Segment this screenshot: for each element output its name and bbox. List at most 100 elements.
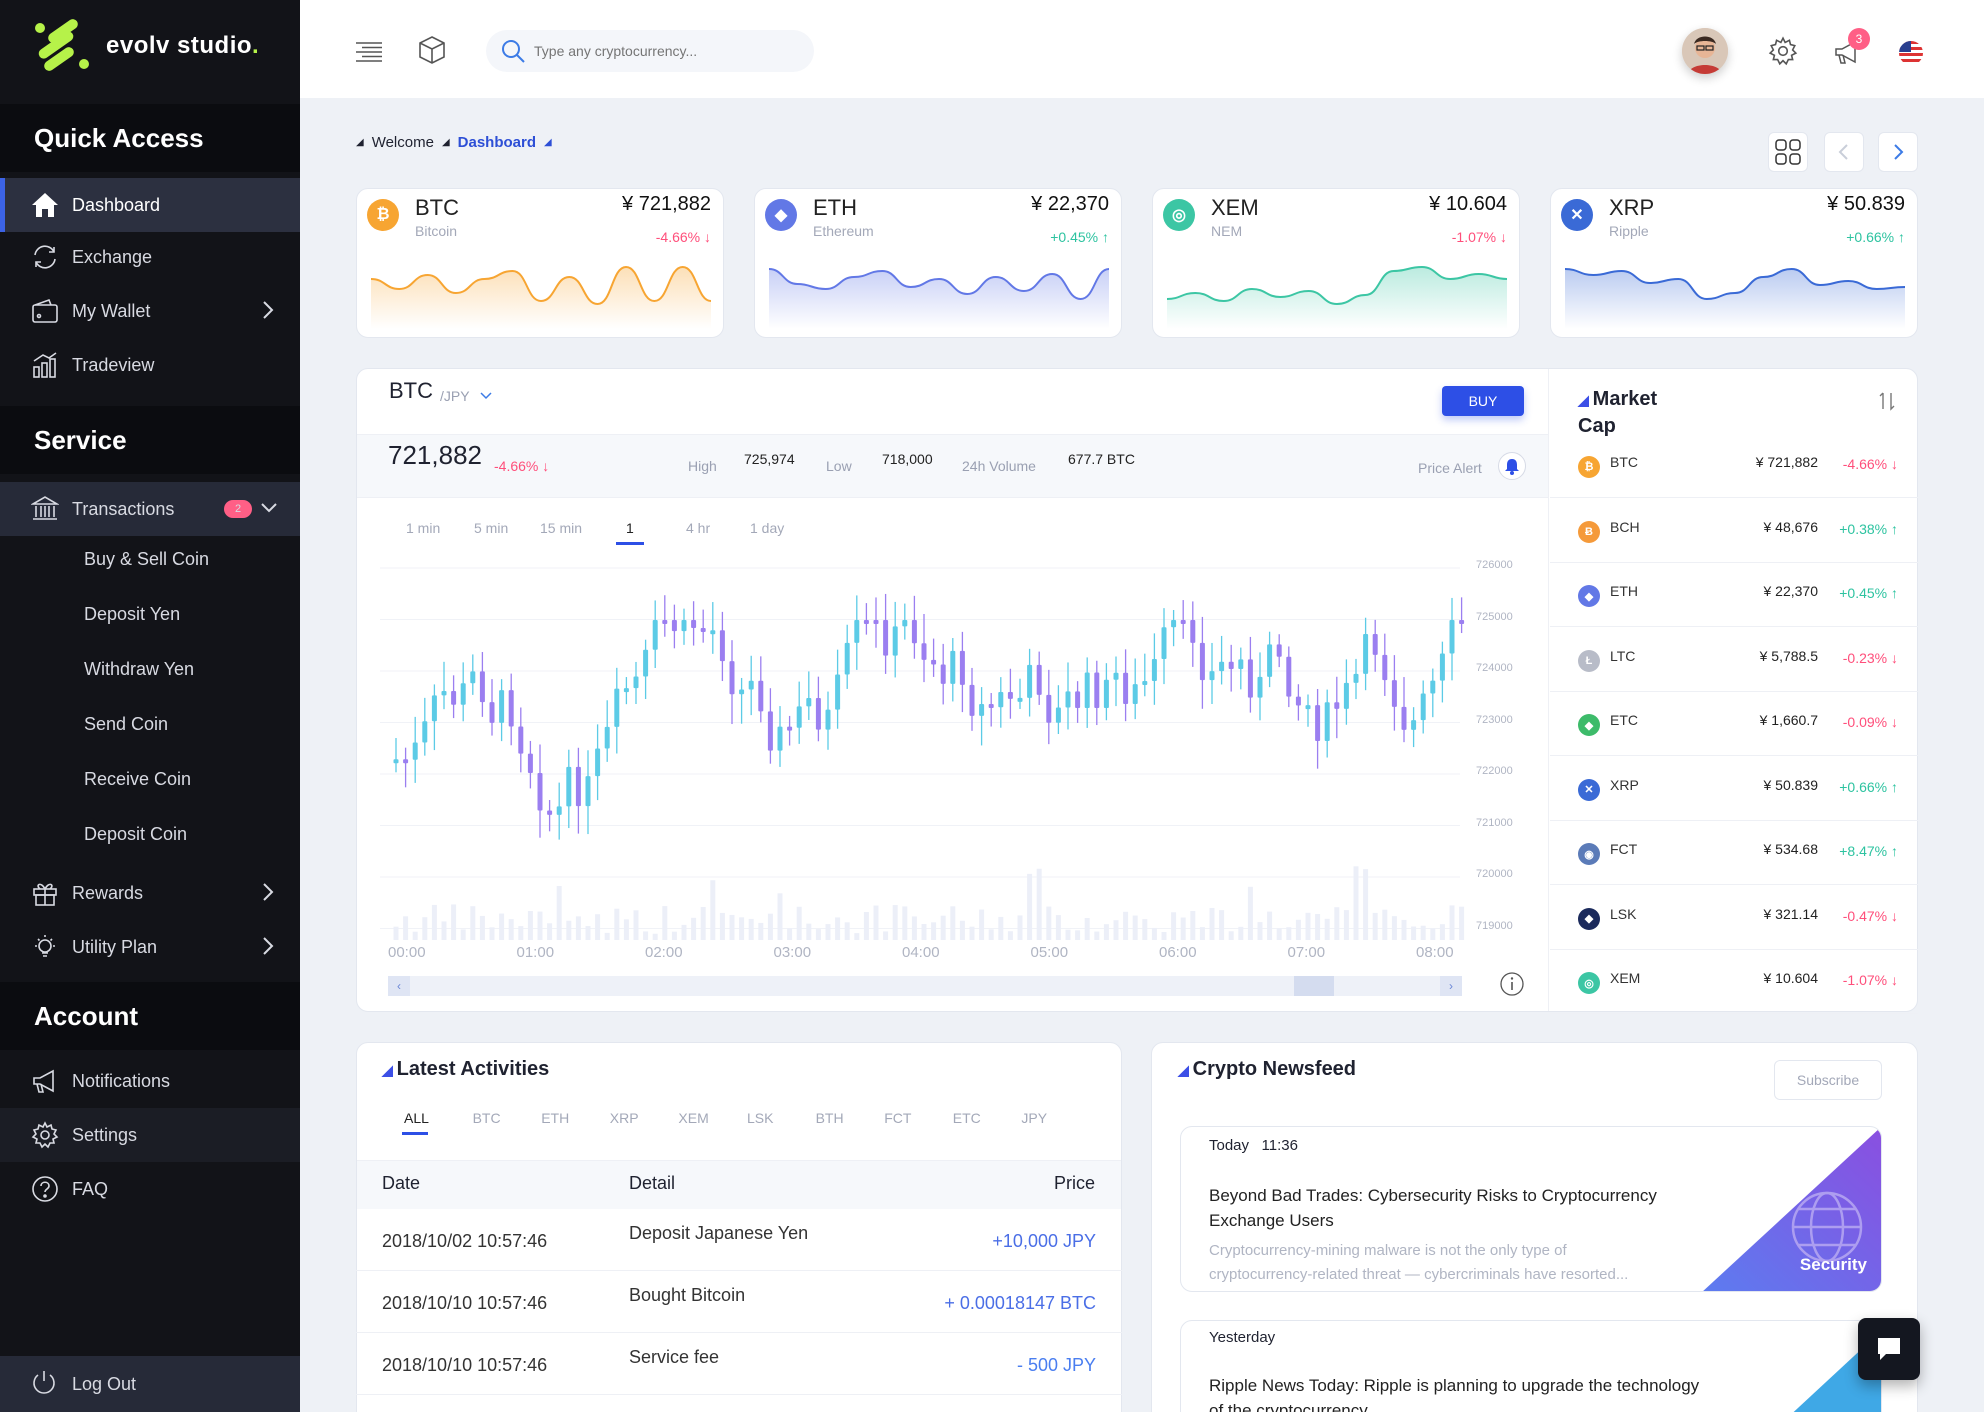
globe-icon	[1791, 1191, 1863, 1263]
candle-body	[767, 711, 773, 751]
search-box[interactable]	[486, 30, 814, 72]
table-row[interactable]: 2018/10/10 10:57:46 Service fee - 500 JPY	[356, 1333, 1122, 1395]
chart-scrollbar[interactable]: ‹ ›	[388, 976, 1462, 996]
logout-button[interactable]: Log Out	[0, 1356, 300, 1412]
market-row-eth[interactable]: ◆ ETH ¥ 22,370 +0.45% ↑	[1550, 563, 1918, 627]
news-item[interactable]: Today 11:36 Beyond Bad Trades: Cybersecu…	[1180, 1126, 1882, 1292]
scroll-thumb[interactable]	[1294, 976, 1334, 996]
sidebar-item-rewards[interactable]: Rewards	[0, 866, 300, 920]
market-change: +0.45% ↑	[1839, 585, 1898, 601]
volume-bar	[988, 929, 994, 940]
market-row-ltc[interactable]: Ł LTC ¥ 5,788.5 -0.23% ↓	[1550, 628, 1918, 692]
market-row-xrp[interactable]: ✕ XRP ¥ 50.839 +0.66% ↑	[1550, 757, 1918, 821]
notifications-icon[interactable]	[1832, 38, 1862, 66]
timeframe-tab[interactable]: 4 hr	[686, 520, 711, 536]
market-row-etc[interactable]: ◆ ETC ¥ 1,660.7 -0.09% ↓	[1550, 692, 1918, 756]
settings-gear-icon[interactable]	[1768, 36, 1798, 66]
timeframe-tab[interactable]: 1 min	[406, 520, 441, 536]
ticker-card-xrp[interactable]: ✕ XRP Ripple ¥ 50.839 +0.66% ↑	[1550, 188, 1918, 338]
candlestick-chart[interactable]	[380, 560, 1480, 942]
candle-body	[873, 620, 879, 624]
menu-icon[interactable]	[354, 40, 384, 64]
avatar[interactable]	[1682, 28, 1728, 74]
timeframe-tab[interactable]: 15 min	[540, 520, 583, 536]
activity-tab[interactable]: JPY	[1021, 1110, 1048, 1126]
candle-body	[739, 689, 745, 695]
sidebar-item-transactions[interactable]: Transactions 2	[0, 482, 300, 536]
candle-body	[1103, 679, 1109, 708]
activity-tab[interactable]: ETH	[541, 1110, 570, 1126]
candle-body	[1238, 659, 1244, 669]
volume-bar	[1209, 907, 1215, 940]
sidebar-item-tradeview[interactable]: Tradeview	[0, 338, 300, 392]
table-row[interactable]: 2018/10/02 10:57:46 Deposit Japanese Yen +…	[356, 1209, 1122, 1271]
volume-bar	[1046, 906, 1052, 940]
candle-body	[585, 776, 591, 807]
buy-button[interactable]: BUY	[1442, 386, 1524, 416]
activity-tab[interactable]: XRP	[609, 1110, 639, 1126]
sort-icon[interactable]	[1876, 390, 1898, 412]
subnav-deposit-yen[interactable]: Deposit Yen	[84, 604, 181, 624]
activity-tab[interactable]: ETC	[952, 1110, 981, 1126]
tabs-divider	[357, 1160, 1121, 1161]
sidebar-item-wallet[interactable]: My Wallet	[0, 284, 300, 338]
subnav-send-coin[interactable]: Send Coin	[84, 714, 169, 734]
price-alert-button[interactable]	[1498, 452, 1526, 480]
volume-bar	[902, 906, 908, 940]
activity-tab[interactable]: XEM	[678, 1110, 709, 1126]
activity-tab[interactable]: BTH	[815, 1110, 844, 1126]
volume-bar	[729, 914, 735, 940]
breadcrumb-current[interactable]: Dashboard	[457, 134, 537, 151]
market-row-lsk[interactable]: ◆ LSK ¥ 321.14 -0.47% ↓	[1550, 886, 1918, 950]
subnav-buy-sell[interactable]: Buy & Sell Coin	[84, 549, 210, 569]
news-item[interactable]: Yesterday Ripple News Today: Ripple is p…	[1180, 1320, 1882, 1412]
us-flag-icon[interactable]	[1898, 40, 1924, 66]
grid-view-button[interactable]	[1768, 132, 1808, 172]
market-row-bch[interactable]: Ƀ BCH ¥ 48,676 +0.38% ↑	[1550, 499, 1918, 563]
activity-tab[interactable]: BTC	[472, 1110, 501, 1126]
subnav-receive-coin[interactable]: Receive Coin	[84, 769, 192, 789]
timeframe-tab[interactable]: 1	[626, 520, 634, 536]
volume-bar	[1027, 873, 1033, 940]
quote-currency-select[interactable]: /JPY	[440, 388, 492, 404]
scroll-right-icon[interactable]: ›	[1440, 976, 1462, 996]
sidebar-item-utility-plan[interactable]: Utility Plan	[0, 920, 300, 974]
coin-icon: ◆	[1578, 585, 1600, 607]
table-row[interactable]: 2018/10/10 10:57:46 Bought Bitcoin + 0.000…	[356, 1271, 1122, 1333]
ticker-card-eth[interactable]: ◆ ETH Ethereum ¥ 22,370 +0.45% ↑	[754, 188, 1122, 338]
chart-bars-icon	[30, 350, 60, 380]
sidebar-item-settings[interactable]: Settings	[0, 1108, 300, 1162]
sidebar-item-dashboard[interactable]: Dashboard	[0, 178, 300, 232]
activity-tab[interactable]: FCT	[884, 1110, 912, 1126]
market-row-btc[interactable]: ₿ BTC ¥ 721,882 -4.66% ↓	[1550, 434, 1918, 498]
activity-tab[interactable]: ALL	[404, 1110, 429, 1126]
subscribe-button[interactable]: Subscribe	[1774, 1060, 1882, 1100]
chat-button[interactable]	[1858, 1318, 1920, 1380]
activity-tab[interactable]: LSK	[747, 1110, 774, 1126]
timeframe-tab[interactable]: 5 min	[474, 520, 509, 536]
market-row-fct[interactable]: ◉ FCT ¥ 534.68 +8.47% ↑	[1550, 821, 1918, 885]
sidebar-item-label: Tradeview	[72, 354, 155, 375]
ticker-card-btc[interactable]: ₿ BTC Bitcoin ¥ 721,882 -4.66% ↓	[356, 188, 724, 338]
scroll-left-icon[interactable]: ‹	[388, 976, 410, 996]
subnav-withdraw-yen[interactable]: Withdraw Yen	[84, 659, 195, 679]
timeframe-tab[interactable]: 1 day	[750, 520, 785, 536]
next-button[interactable]	[1878, 132, 1918, 172]
breadcrumb-welcome[interactable]: Welcome	[371, 134, 434, 151]
cube-icon[interactable]	[416, 34, 448, 66]
sidebar-item-faq[interactable]: FAQ	[0, 1162, 300, 1216]
news-when: Today	[1209, 1137, 1250, 1154]
brand-logo[interactable]: evolv studio.	[30, 16, 259, 76]
x-tick-label: 00:00	[388, 944, 426, 961]
market-row-xem[interactable]: ◎ XEM ¥ 10.604 -1.07% ↓	[1550, 950, 1918, 1014]
sparkline-area	[371, 267, 711, 329]
ticker-card-xem[interactable]: ◎ XEM NEM ¥ 10.604 -1.07% ↓	[1152, 188, 1520, 338]
sidebar-item-notifications[interactable]: Notifications	[0, 1054, 300, 1108]
info-icon[interactable]	[1498, 970, 1526, 998]
subnav-deposit-coin[interactable]: Deposit Coin	[84, 824, 188, 844]
sidebar-item-exchange[interactable]: Exchange	[0, 230, 300, 284]
news-date: Yesterday	[1209, 1329, 1276, 1346]
search-input[interactable]	[534, 43, 794, 59]
volume-bar	[1391, 916, 1397, 940]
prev-button[interactable]	[1824, 132, 1864, 172]
